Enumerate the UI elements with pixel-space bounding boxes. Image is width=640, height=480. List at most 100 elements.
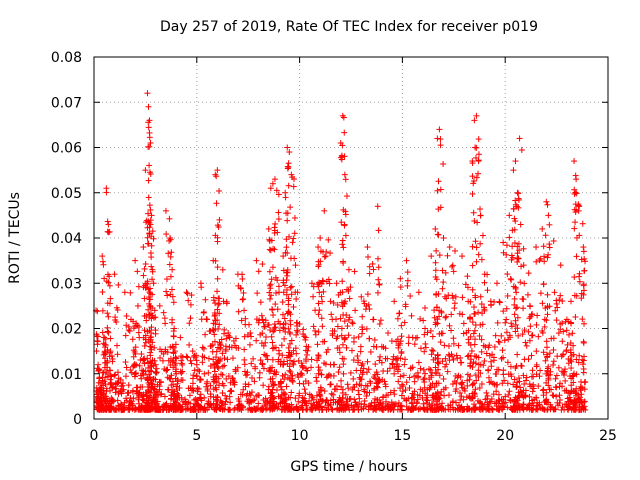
data-point-background	[248, 333, 255, 340]
data-point-background	[243, 392, 250, 399]
data-point-background	[205, 355, 212, 362]
data-point-background	[280, 361, 287, 368]
data-point-background	[242, 372, 249, 379]
data-point-background	[172, 354, 179, 361]
data-point	[95, 361, 102, 368]
data-point-background	[151, 344, 158, 351]
data-point-background	[275, 216, 282, 223]
data-point-background	[108, 352, 115, 359]
data-point-background	[270, 395, 277, 402]
data-point	[241, 307, 248, 314]
data-point-background	[269, 364, 276, 371]
data-point-background	[266, 295, 273, 302]
data-point-background	[149, 276, 156, 283]
data-point	[128, 316, 135, 323]
data-point-background	[280, 289, 287, 296]
data-point-background	[214, 404, 221, 411]
data-point-background	[207, 363, 214, 370]
data-point-background	[287, 394, 294, 401]
data-point-background	[223, 395, 230, 402]
data-point-background	[114, 369, 121, 376]
data-point-background	[271, 327, 278, 334]
data-point-background	[240, 386, 247, 393]
data-point-background	[287, 340, 294, 347]
data-point-background	[170, 333, 177, 340]
data-point-background	[247, 392, 254, 399]
data-point-background	[270, 328, 277, 335]
data-point-background	[261, 323, 268, 330]
data-point-background	[167, 273, 174, 280]
data-point-background	[260, 382, 267, 389]
data-point-background	[146, 374, 153, 381]
data-point-background	[107, 300, 114, 307]
data-point-background	[149, 339, 156, 346]
data-point-background	[283, 286, 290, 293]
data-point-background	[216, 300, 223, 307]
data-point	[162, 207, 169, 214]
data-point-background	[234, 364, 241, 371]
data-point-background	[132, 405, 139, 412]
data-point-background	[172, 341, 179, 348]
data-point-background	[305, 343, 312, 350]
data-point	[147, 139, 154, 146]
data-point-background	[240, 289, 247, 296]
data-point-background	[269, 264, 276, 271]
data-point-background	[105, 313, 112, 320]
data-point	[292, 262, 299, 269]
data-point-background	[197, 376, 204, 383]
data-point-background	[146, 296, 153, 303]
data-point-background	[277, 383, 284, 390]
data-point-background	[174, 396, 181, 403]
data-point-background	[201, 394, 208, 401]
data-point	[212, 171, 219, 178]
data-point-background	[168, 286, 175, 293]
data-point-background	[150, 314, 157, 321]
data-point-background	[95, 367, 102, 374]
data-point	[265, 225, 272, 232]
data-point-background	[212, 320, 219, 327]
data-point-background	[169, 316, 176, 323]
data-point-background	[190, 387, 197, 394]
data-point	[197, 280, 204, 287]
data-point-background	[277, 320, 284, 327]
data-point-background	[293, 350, 300, 357]
data-point-background	[147, 343, 154, 350]
data-point-background	[157, 391, 164, 398]
data-point-background	[216, 187, 223, 194]
data-point-background	[138, 375, 145, 382]
data-point-background	[187, 357, 194, 364]
data-point-background	[146, 134, 153, 141]
data-point-background	[312, 405, 319, 412]
data-point-background	[111, 372, 118, 379]
data-point-background	[255, 400, 262, 407]
data-point-background	[286, 233, 293, 240]
data-point-background	[306, 391, 313, 398]
data-point-background	[101, 378, 108, 385]
data-point-background	[157, 379, 164, 386]
data-point-background	[104, 364, 111, 371]
data-point-background	[145, 306, 152, 313]
data-point-background	[166, 215, 173, 222]
data-point-background	[140, 356, 147, 363]
data-point	[105, 221, 112, 228]
data-point-background	[200, 308, 207, 315]
data-point	[115, 375, 122, 382]
data-point-background	[310, 396, 317, 403]
data-point-background	[271, 246, 278, 253]
data-point	[247, 330, 254, 337]
data-point-background	[210, 297, 217, 304]
data-point-background	[277, 378, 284, 385]
data-point-background	[194, 366, 201, 373]
data-point-background	[175, 402, 182, 409]
data-point-background	[278, 386, 285, 393]
data-point-background	[269, 306, 276, 313]
data-point-background	[242, 315, 249, 322]
data-point-background	[283, 269, 290, 276]
data-point-background	[185, 405, 192, 412]
data-point-background	[286, 357, 293, 364]
data-point-background	[222, 401, 229, 408]
data-point-background	[310, 323, 317, 330]
data-point-background	[114, 397, 121, 404]
data-point-background	[215, 365, 222, 372]
data-point-background	[191, 352, 198, 359]
